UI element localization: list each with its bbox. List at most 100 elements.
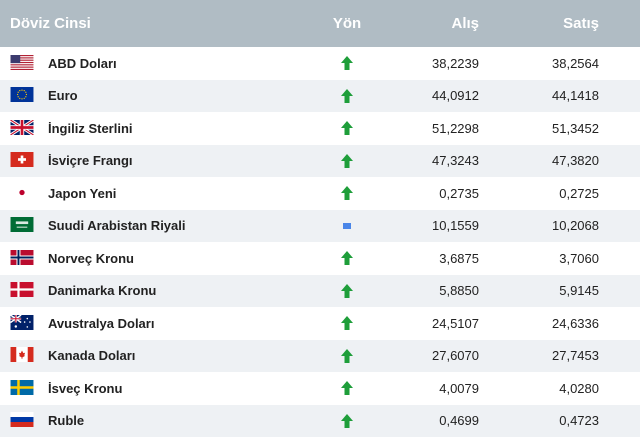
currency-name: Avustralya Doları: [48, 316, 154, 331]
buy-value: 24,5107: [379, 316, 479, 331]
buy-value: 0,2735: [379, 186, 479, 201]
neutral-square-icon: [343, 223, 351, 229]
currency-cell: İsviçre Frangı: [0, 152, 315, 169]
up-arrow-icon: [340, 55, 354, 71]
currency-name: Norveç Kronu: [48, 251, 134, 266]
direction-cell: [315, 223, 379, 229]
buy-value: 3,6875: [379, 251, 479, 266]
sell-value: 38,2564: [479, 56, 599, 71]
sell-value: 4,0280: [479, 381, 599, 396]
currency-cell: İngiliz Sterlini: [0, 120, 315, 137]
up-arrow-icon: [340, 348, 354, 364]
buy-value: 4,0079: [379, 381, 479, 396]
us-flag-icon: [10, 55, 36, 72]
currency-cell: Euro: [0, 87, 315, 104]
currency-cell: Japon Yeni: [0, 185, 315, 202]
currency-cell: İsveç Kronu: [0, 380, 315, 397]
buy-value: 27,6070: [379, 348, 479, 363]
currency-cell: ABD Doları: [0, 55, 315, 72]
up-arrow-icon: [340, 380, 354, 396]
currency-name: Ruble: [48, 413, 84, 428]
header-currency: Döviz Cinsi: [0, 15, 315, 32]
currency-cell: Suudi Arabistan Riyali: [0, 217, 315, 234]
direction-cell: [315, 315, 379, 331]
table-header: Döviz Cinsi Yön Alış Satış: [0, 0, 640, 47]
currency-name: Kanada Doları: [48, 348, 135, 363]
direction-cell: [315, 380, 379, 396]
buy-value: 38,2239: [379, 56, 479, 71]
se-flag-icon: [10, 380, 36, 397]
direction-cell: [315, 153, 379, 169]
direction-cell: [315, 413, 379, 429]
header-direction: Yön: [315, 15, 379, 32]
buy-value: 5,8850: [379, 283, 479, 298]
ru-flag-icon: [10, 412, 36, 429]
up-arrow-icon: [340, 283, 354, 299]
up-arrow-icon: [340, 88, 354, 104]
currency-cell: Avustralya Doları: [0, 315, 315, 332]
ca-flag-icon: [10, 347, 36, 364]
sell-value: 44,1418: [479, 88, 599, 103]
eu-flag-icon: [10, 87, 36, 104]
buy-value: 10,1559: [379, 218, 479, 233]
sell-value: 0,4723: [479, 413, 599, 428]
direction-cell: [315, 185, 379, 201]
currency-name: Suudi Arabistan Riyali: [48, 218, 186, 233]
buy-value: 44,0912: [379, 88, 479, 103]
sell-value: 10,2068: [479, 218, 599, 233]
currency-cell: Norveç Kronu: [0, 250, 315, 267]
currency-name: ABD Doları: [48, 56, 117, 71]
sell-value: 24,6336: [479, 316, 599, 331]
up-arrow-icon: [340, 250, 354, 266]
currency-name: İsveç Kronu: [48, 381, 122, 396]
currency-name: İngiliz Sterlini: [48, 121, 133, 136]
jp-flag-icon: [10, 185, 36, 202]
uk-flag-icon: [10, 120, 36, 137]
up-arrow-icon: [340, 315, 354, 331]
no-flag-icon: [10, 250, 36, 267]
buy-value: 47,3243: [379, 153, 479, 168]
direction-cell: [315, 348, 379, 364]
sell-value: 5,9145: [479, 283, 599, 298]
currency-cell: Danimarka Kronu: [0, 282, 315, 299]
sell-value: 51,3452: [479, 121, 599, 136]
up-arrow-icon: [340, 413, 354, 429]
sell-value: 3,7060: [479, 251, 599, 266]
currency-name: Japon Yeni: [48, 186, 116, 201]
direction-cell: [315, 250, 379, 266]
ch-flag-icon: [10, 152, 36, 169]
sa-flag-icon: [10, 217, 36, 234]
sell-value: 47,3820: [479, 153, 599, 168]
sell-value: 0,2725: [479, 186, 599, 201]
up-arrow-icon: [340, 185, 354, 201]
currency-cell: Ruble: [0, 412, 315, 429]
direction-cell: [315, 88, 379, 104]
up-arrow-icon: [340, 153, 354, 169]
dk-flag-icon: [10, 282, 36, 299]
direction-cell: [315, 283, 379, 299]
sell-value: 27,7453: [479, 348, 599, 363]
header-buy: Alış: [379, 15, 479, 32]
buy-value: 0,4699: [379, 413, 479, 428]
direction-cell: [315, 120, 379, 136]
currency-name: Danimarka Kronu: [48, 283, 156, 298]
header-sell: Satış: [479, 15, 599, 32]
direction-cell: [315, 55, 379, 71]
currency-name: İsviçre Frangı: [48, 153, 133, 168]
up-arrow-icon: [340, 120, 354, 136]
currency-name: Euro: [48, 88, 78, 103]
